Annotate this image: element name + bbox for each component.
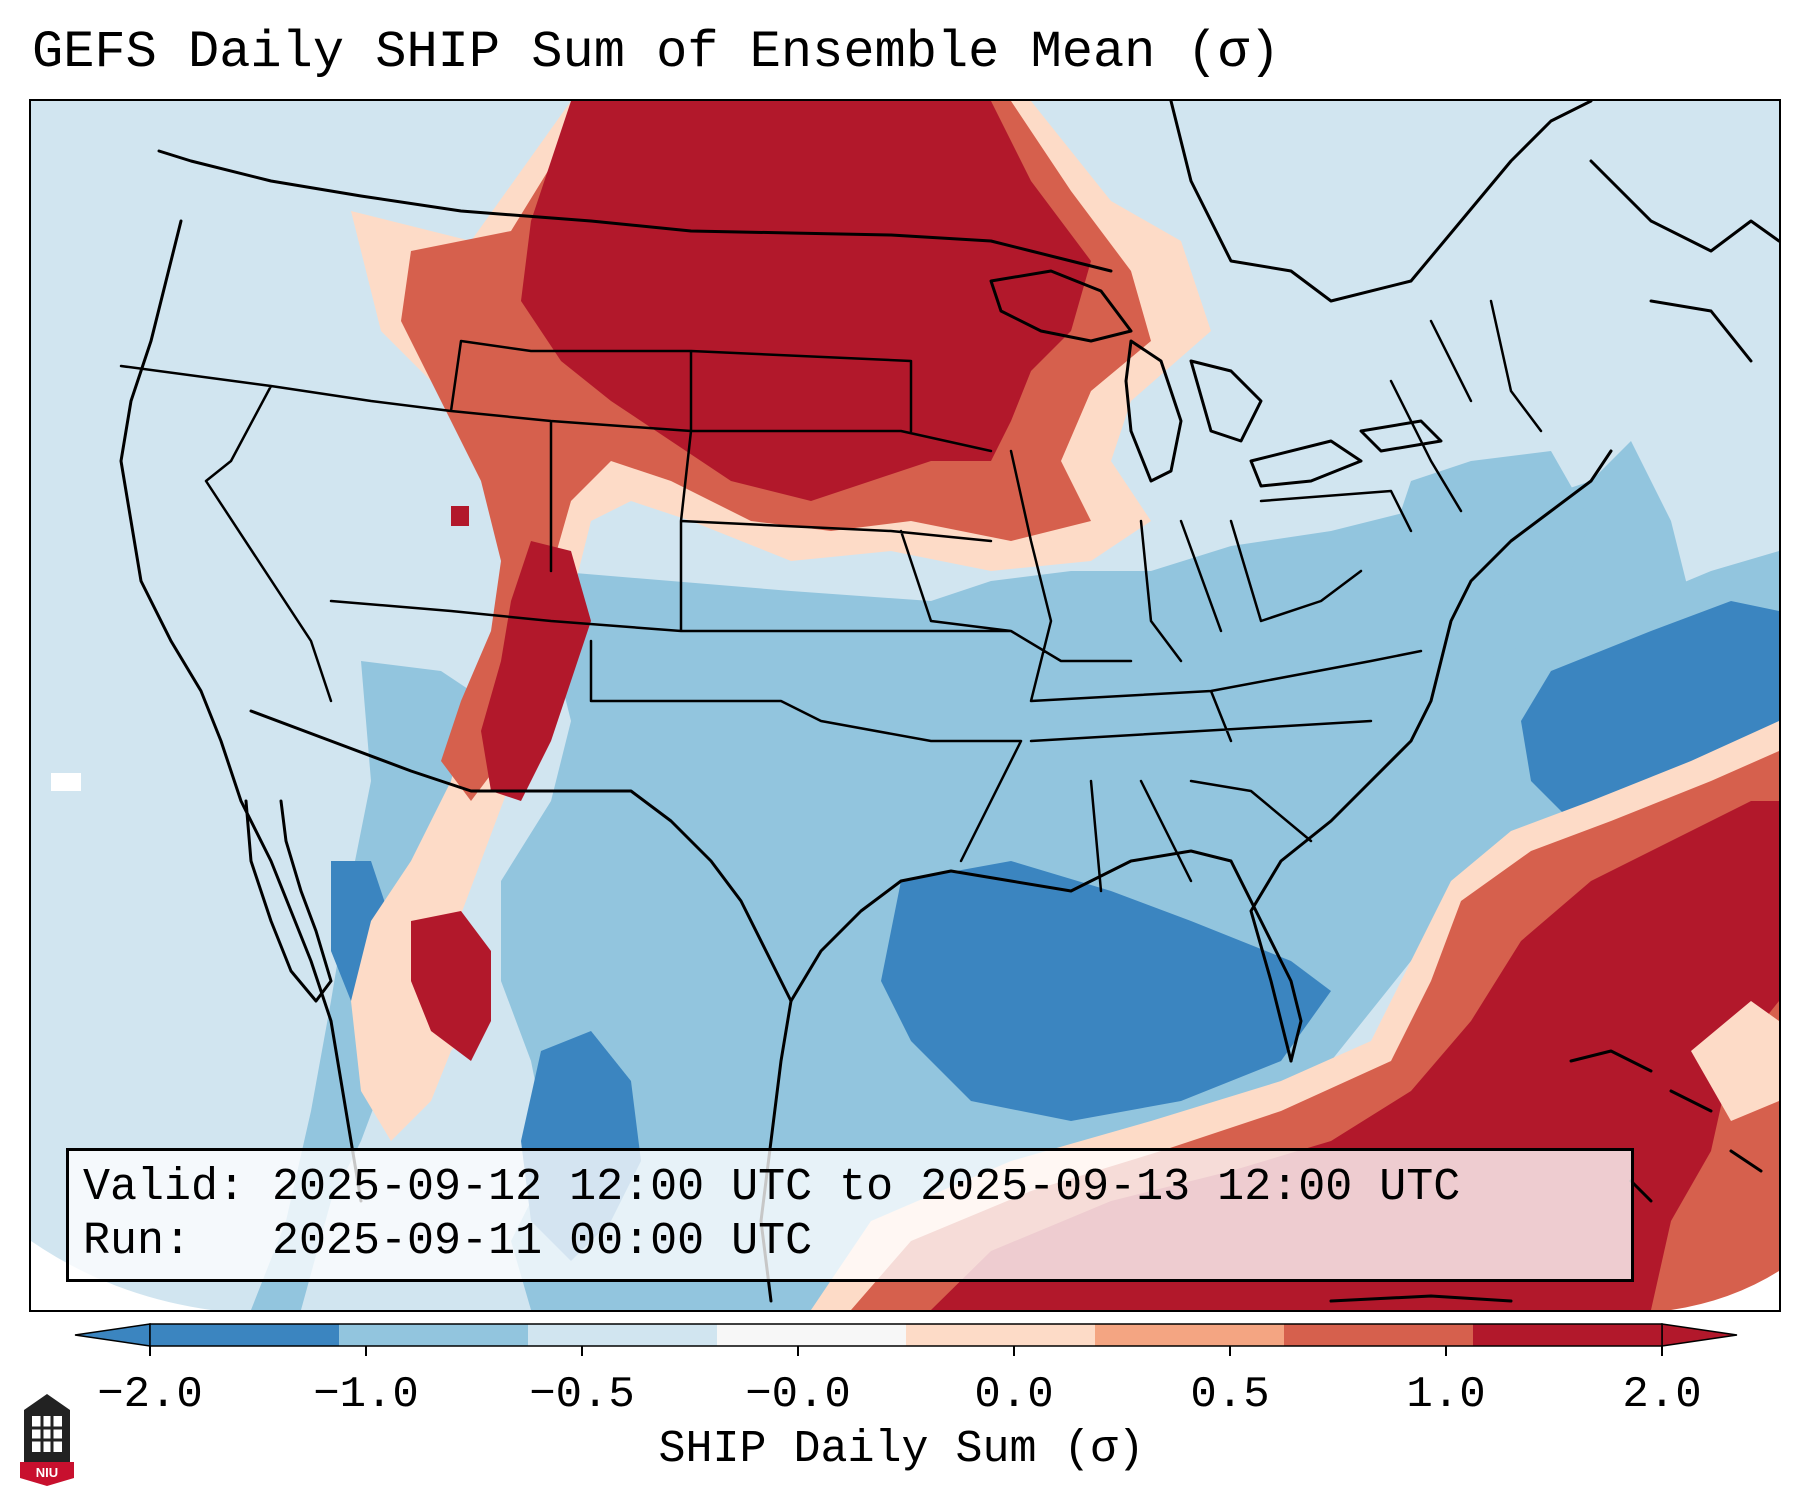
colorbar-segment (150, 1324, 340, 1346)
geographic-borders (119, 101, 1779, 1303)
map-title: GEFS Daily SHIP Sum of Ensemble Mean (σ) (32, 23, 1281, 82)
colorbar-segment (1284, 1324, 1474, 1346)
logo-window-icon (32, 1416, 62, 1452)
strong-positive-sonora (411, 911, 491, 1061)
colorbar-tick-label: 0.0 (974, 1370, 1053, 1420)
projection-edge-left (31, 1241, 211, 1310)
canada-east-coast (1169, 101, 1779, 363)
colorbar-tick-label: −0.5 (529, 1370, 635, 1420)
colorbar-label: SHIP Daily Sum (σ) (658, 1424, 1145, 1475)
logo-shield-icon (20, 1462, 74, 1486)
colorbar-segment (1095, 1324, 1285, 1346)
strong-positive-rockies-spine (481, 541, 591, 801)
colorbar-segment (717, 1324, 907, 1346)
logo-text: NIU (36, 1465, 58, 1480)
valid-run-info-box: Valid: 2025-09-12 12:00 UTC to 2025-09-1… (66, 1148, 1634, 1282)
colorbar-tick-label: 0.5 (1190, 1370, 1269, 1420)
colorbar-tick-label: −1.0 (313, 1370, 419, 1420)
strong-positive-northern-plains (521, 101, 1091, 501)
baja-peninsula (244, 799, 333, 1003)
colorbar-tick-label: 2.0 (1622, 1370, 1701, 1420)
colorbar: −2.0 −1.0 −0.5 −0.0 0.0 0.5 1.0 2.0 (0, 1312, 1803, 1462)
us-mexico-border (249, 709, 793, 1003)
valid-time-text: Valid: 2025-09-12 12:00 UTC to 2025-09-1… (83, 1162, 1461, 1213)
projection-edge-right (1671, 1271, 1779, 1310)
caribbean-islands (1329, 1049, 1763, 1303)
anomaly-map (31, 101, 1779, 1310)
state-borders (119, 299, 1543, 893)
colorbar-svg: −2.0 −1.0 −0.5 −0.0 0.0 0.5 1.0 2.0 (74, 1323, 1738, 1420)
atlantic-coastline (1249, 449, 1613, 1063)
great-lakes (989, 269, 1443, 488)
weak-positive-atlantic-band (1691, 1001, 1779, 1121)
colorbar-frame (149, 1323, 1663, 1347)
gulf-coastline (789, 849, 1303, 1063)
negative-field-northeast (1391, 451, 1591, 601)
strong-negative-gulf (881, 861, 1331, 1121)
pacific-coastline (119, 219, 363, 1203)
colorbar-tick-label: 1.0 (1406, 1370, 1485, 1420)
colorbar-tick-label: −2.0 (97, 1370, 203, 1420)
strong-positive-utah-dot (451, 506, 469, 526)
niu-logo: NIU (20, 1394, 74, 1486)
run-time-text: Run: 2025-09-11 00:00 UTC (83, 1216, 813, 1267)
colorbar-extend-low (74, 1323, 151, 1347)
colorbar-segment (1473, 1324, 1663, 1346)
colorbar-segment (528, 1324, 718, 1346)
map-panel (29, 99, 1781, 1312)
colorbar-tick-label: −0.0 (745, 1370, 851, 1420)
missing-data-cell (51, 773, 81, 791)
logo-window-grid-icon (32, 1416, 62, 1452)
colorbar-segment (906, 1324, 1096, 1346)
us-canada-border (157, 149, 1113, 273)
colorbar-segment (339, 1324, 529, 1346)
negative-field-plains (501, 441, 1779, 1310)
colorbar-extend-high (1661, 1323, 1738, 1347)
